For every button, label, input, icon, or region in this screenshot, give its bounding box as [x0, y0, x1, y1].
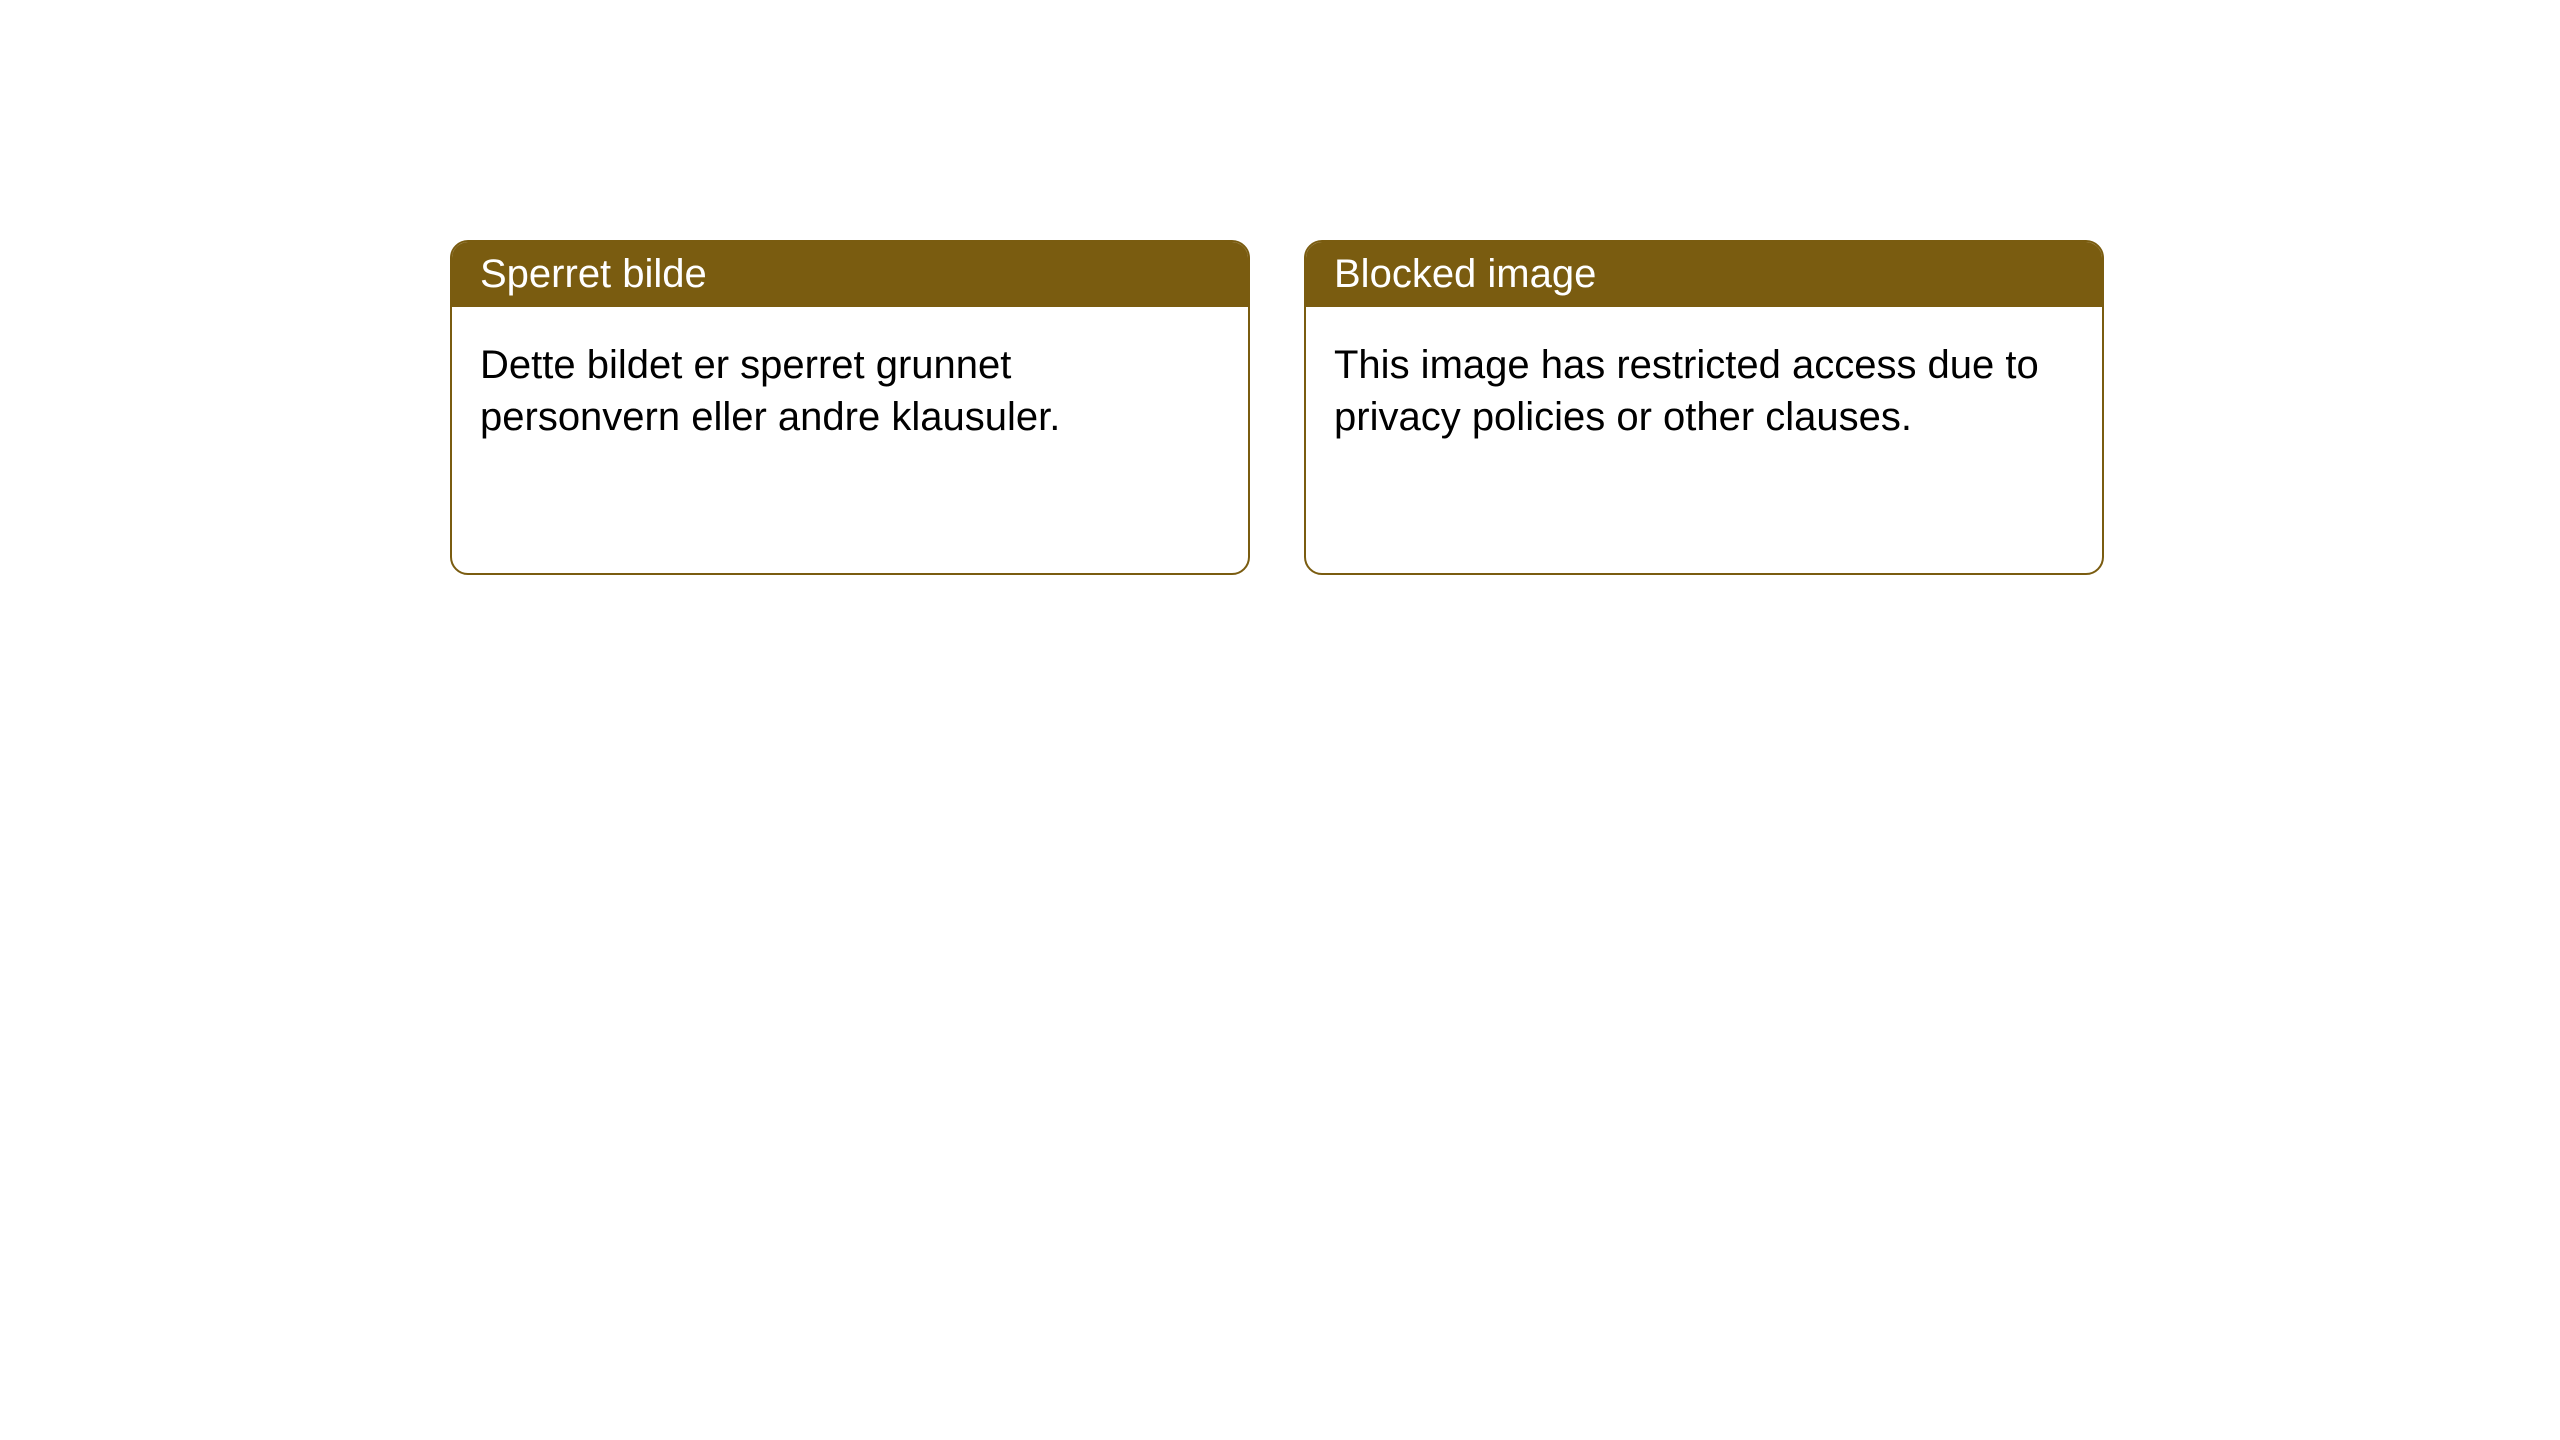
- card-body-en: This image has restricted access due to …: [1306, 307, 2102, 475]
- card-body-no: Dette bildet er sperret grunnet personve…: [452, 307, 1248, 475]
- blocked-image-card-en: Blocked image This image has restricted …: [1304, 240, 2104, 575]
- card-message-no: Dette bildet er sperret grunnet personve…: [480, 343, 1060, 439]
- card-header-en: Blocked image: [1306, 242, 2102, 307]
- blocked-image-card-no: Sperret bilde Dette bildet er sperret gr…: [450, 240, 1250, 575]
- card-header-no: Sperret bilde: [452, 242, 1248, 307]
- card-message-en: This image has restricted access due to …: [1334, 343, 2039, 439]
- card-title-no: Sperret bilde: [480, 252, 707, 296]
- card-title-en: Blocked image: [1334, 252, 1596, 296]
- cards-container: Sperret bilde Dette bildet er sperret gr…: [0, 0, 2560, 575]
